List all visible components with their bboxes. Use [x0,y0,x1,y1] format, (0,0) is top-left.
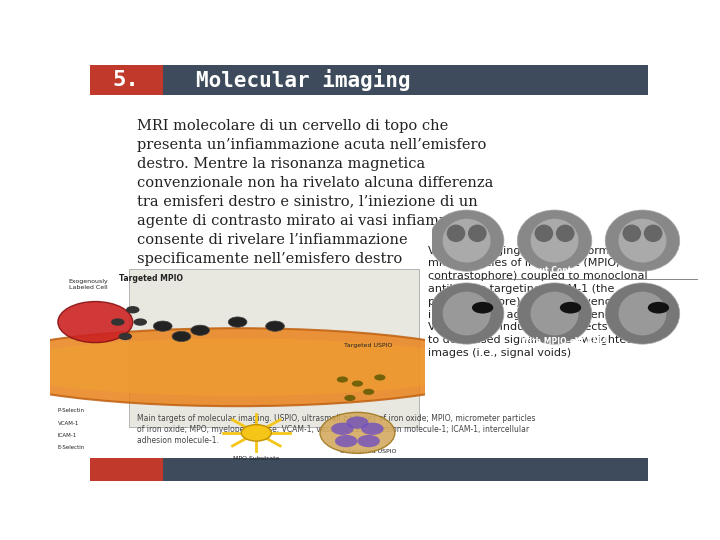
Ellipse shape [468,225,487,242]
Circle shape [335,435,357,447]
Circle shape [337,376,348,382]
Circle shape [352,381,363,387]
Circle shape [172,332,191,342]
Ellipse shape [556,225,575,242]
Ellipse shape [618,292,667,335]
Circle shape [126,306,140,313]
Text: ICAM-1: ICAM-1 [58,433,77,438]
FancyBboxPatch shape [90,458,163,481]
Ellipse shape [443,219,490,262]
Text: MPO Substrate: MPO Substrate [233,456,279,461]
Ellipse shape [531,292,579,335]
Ellipse shape [531,219,579,262]
Ellipse shape [0,339,481,396]
Circle shape [58,301,132,342]
Circle shape [133,319,147,326]
Ellipse shape [0,328,500,406]
Text: Without Contrast Agent: Without Contrast Agent [514,266,616,275]
Ellipse shape [446,225,465,242]
Circle shape [361,423,384,435]
Text: Untargeted USPIO: Untargeted USPIO [341,449,397,454]
Text: Molecular imaging: Molecular imaging [196,69,410,91]
FancyBboxPatch shape [90,65,163,94]
Text: MRI molecolare di un cervello di topo che
presenta un’infiammazione acuta nell’e: MRI molecolare di un cervello di topo ch… [138,119,494,266]
Circle shape [228,317,247,327]
Ellipse shape [517,283,592,344]
Ellipse shape [429,210,504,271]
Text: P-Selectin: P-Selectin [58,408,85,413]
Ellipse shape [605,210,680,271]
Circle shape [191,325,210,335]
Circle shape [344,395,356,401]
Circle shape [119,333,132,340]
Text: Targeted USPIO: Targeted USPIO [344,343,393,348]
Circle shape [331,423,354,435]
Text: 5.: 5. [113,70,140,90]
Ellipse shape [623,225,641,242]
Text: With MPIO-αVCAM-1: With MPIO-αVCAM-1 [521,337,609,346]
Text: Exogenously
Labeled Cell: Exogenously Labeled Cell [68,279,108,290]
FancyBboxPatch shape [163,65,648,94]
Ellipse shape [429,283,504,344]
Text: VCAM-1 imaging can be performed using
microparticles of iron oxide (MPIO, the
co: VCAM-1 imaging can be performed using mi… [428,246,657,358]
Circle shape [357,435,380,447]
FancyBboxPatch shape [163,458,648,481]
Ellipse shape [534,225,553,242]
Circle shape [241,424,271,441]
Text: Targeted MPIO: Targeted MPIO [120,274,184,283]
Circle shape [363,389,374,395]
Circle shape [153,321,172,332]
Circle shape [560,302,581,314]
FancyBboxPatch shape [129,268,419,427]
Circle shape [472,302,493,314]
Circle shape [111,319,125,326]
Circle shape [346,416,369,429]
Circle shape [648,302,669,314]
Text: VCAM-1: VCAM-1 [58,421,79,426]
Text: E-Selectin: E-Selectin [58,446,85,450]
Circle shape [266,321,284,332]
Ellipse shape [517,210,592,271]
Ellipse shape [618,219,667,262]
Text: Main targets of molecular imaging. USPIO, ultrasmall particles of iron oxide; MP: Main targets of molecular imaging. USPIO… [138,414,536,446]
Ellipse shape [605,283,680,344]
Ellipse shape [443,292,490,335]
Circle shape [374,374,385,381]
Ellipse shape [644,225,662,242]
Circle shape [320,413,395,454]
